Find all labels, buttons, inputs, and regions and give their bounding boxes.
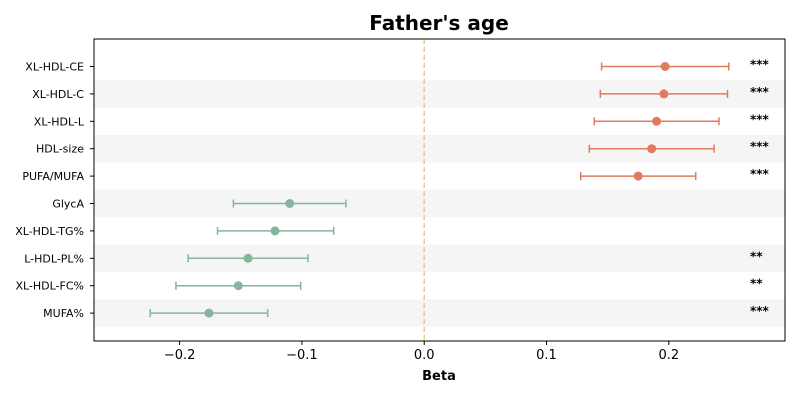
beta-point [243, 253, 253, 263]
significance-label: *** [750, 304, 770, 318]
beta-point [233, 281, 243, 291]
y-tick-label: MUFA% [43, 307, 84, 320]
row-band [94, 189, 785, 218]
significance-label: *** [750, 140, 770, 154]
beta-point [647, 144, 657, 154]
y-tick-label: GlycA [52, 198, 84, 211]
x-axis-ticks: −0.2 −0.1 0.0 0.1 0.2 [164, 341, 679, 363]
significance-label: *** [750, 112, 770, 126]
x-axis-label: Beta [422, 369, 456, 384]
x-tick-label: 0.1 [536, 348, 557, 363]
beta-point [270, 226, 280, 236]
significance-label: *** [750, 85, 770, 99]
significance-label: ** [750, 249, 763, 263]
row-bands [94, 80, 785, 327]
x-tick-label: −0.2 [164, 348, 196, 363]
significance-label: ** [750, 277, 763, 291]
y-tick-label: HDL-size [36, 143, 84, 156]
beta-point [204, 308, 214, 318]
y-tick-label: PUFA/MUFA [22, 170, 84, 183]
y-tick-label: L-HDL-PL% [24, 252, 84, 265]
beta-point [633, 171, 643, 181]
x-tick-label: 0.2 [658, 348, 679, 363]
beta-point [285, 199, 295, 208]
y-tick-label: XL-HDL-C [32, 88, 84, 101]
y-tick-label: XL-HDL-FC% [15, 280, 84, 293]
significance-label: *** [750, 58, 770, 72]
data-marks: ********************** [149, 58, 770, 318]
beta-point [659, 89, 669, 99]
y-axis-labels: XL-HDL-CE XL-HDL-C XL-HDL-L HDL-size PUFA/MU… [15, 61, 94, 320]
x-tick-label: −0.1 [286, 348, 318, 363]
significance-label: *** [750, 167, 770, 181]
chart-title: Father's age [369, 11, 509, 35]
plot-frame [93, 38, 786, 342]
beta-point [652, 116, 662, 126]
y-tick-label: XL-HDL-CE [25, 61, 84, 74]
y-tick-label: XL-HDL-L [34, 115, 85, 128]
y-tick-label: XL-HDL-TG% [15, 225, 84, 238]
x-tick-label: 0.0 [414, 348, 435, 363]
beta-point [660, 62, 670, 71]
